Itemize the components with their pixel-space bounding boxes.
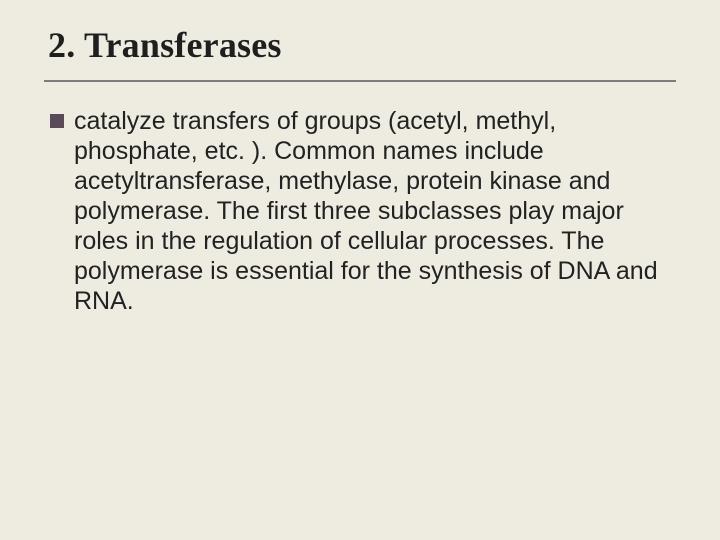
slide: 2. Transferases catalyze transfers of gr…: [0, 0, 720, 540]
body-text: catalyze transfers of groups (acetyl, me…: [74, 106, 672, 316]
square-bullet-icon: [50, 114, 64, 128]
title-underline: [44, 80, 676, 82]
slide-title: 2. Transferases: [44, 24, 676, 76]
slide-body: catalyze transfers of groups (acetyl, me…: [44, 106, 676, 316]
